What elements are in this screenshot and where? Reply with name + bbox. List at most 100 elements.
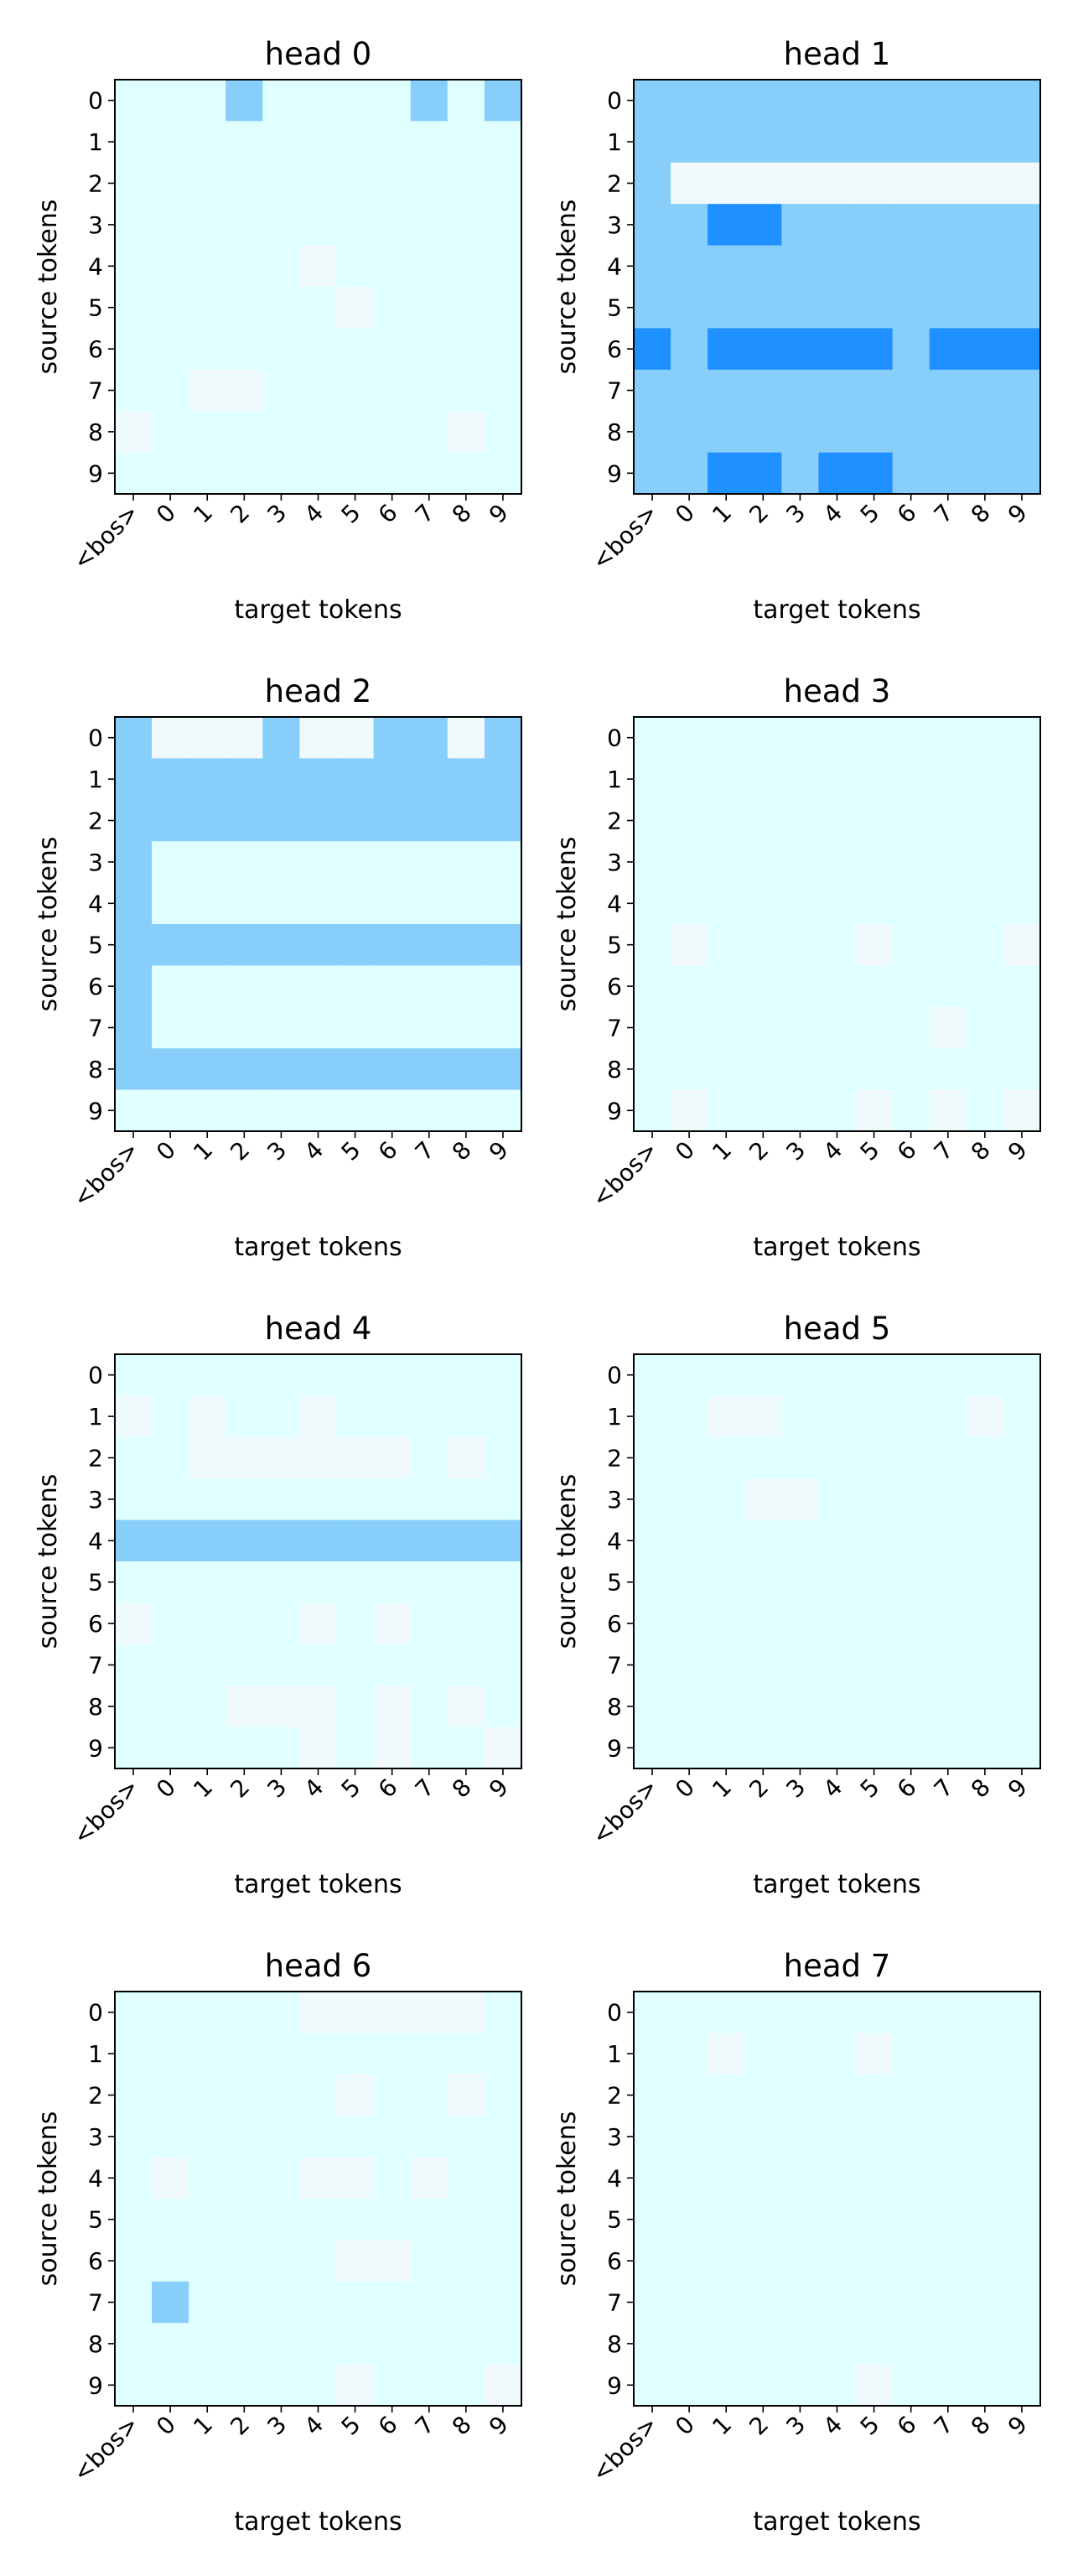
heatmap-cell — [299, 1478, 338, 1521]
heatmap-cell — [781, 2323, 820, 2366]
heatmap-cell — [484, 1644, 522, 1686]
heatmap-cell — [447, 2116, 485, 2158]
heatmap-cell — [447, 1395, 485, 1438]
heatmap-cell — [634, 1436, 671, 1479]
heatmap-cell — [671, 1561, 708, 1603]
heatmap-cell — [447, 452, 485, 495]
heatmap-cell — [225, 1727, 263, 1769]
heatmap-cell — [336, 328, 375, 371]
heatmap-cell — [299, 2323, 338, 2366]
heatmap-cell — [781, 1519, 820, 1562]
heatmap-cell — [336, 411, 375, 454]
heatmap-cell — [115, 2281, 153, 2324]
heatmap-cell — [189, 1354, 226, 1396]
heatmap-cell — [447, 1048, 485, 1091]
x-axis-label: target tokens — [234, 1233, 402, 1262]
y-tick-label: 5 — [607, 2206, 622, 2234]
heatmap-cell — [373, 204, 412, 247]
heatmap-cell — [262, 2364, 301, 2407]
heatmap-cell — [373, 1395, 412, 1438]
heatmap-cell — [189, 1048, 226, 1091]
heatmap-cell — [966, 2323, 1004, 2366]
heatmap-cell — [484, 882, 522, 925]
heatmap-cell — [671, 965, 708, 1008]
heatmap-cell — [781, 369, 820, 412]
heatmap-cell — [447, 80, 485, 122]
heatmap-cell — [225, 1685, 263, 1728]
heatmap-cell — [855, 1436, 894, 1479]
heatmap-cell — [1003, 1436, 1041, 1479]
heatmap-cell — [484, 1436, 522, 1479]
heatmap-cell — [818, 1089, 857, 1132]
y-tick-label: 6 — [88, 335, 103, 363]
heatmap-cell — [115, 245, 153, 288]
heatmap-cell — [115, 2364, 153, 2407]
heatmap-cell — [410, 2157, 448, 2199]
heatmap-cell — [115, 2116, 153, 2158]
heatmap-cell — [855, 1685, 894, 1728]
heatmap-cell — [373, 369, 412, 412]
heatmap-cell — [781, 2033, 820, 2075]
heatmap-cell — [115, 287, 153, 329]
heatmap-cell — [299, 1006, 338, 1049]
heatmap-cell — [299, 452, 338, 495]
heatmap-cell — [781, 965, 820, 1008]
heatmap-cell — [336, 2199, 375, 2241]
heatmap-cell — [484, 1478, 522, 1521]
heatmap-cell — [966, 1048, 1004, 1091]
heatmap-cell — [336, 1685, 375, 1728]
heatmap-cell — [671, 799, 708, 842]
heatmap-cell — [225, 1089, 263, 1132]
heatmap-cell — [410, 1436, 448, 1479]
heatmap-cell — [299, 2364, 338, 2407]
y-tick-label: 2 — [607, 1445, 622, 1472]
heatmap-cell — [225, 204, 263, 247]
heatmap-cell — [1003, 2199, 1041, 2241]
heatmap-cell — [447, 1644, 485, 1686]
heatmap-cell — [262, 2074, 301, 2116]
y-tick-label: 1 — [607, 2040, 622, 2068]
heatmap-cell — [634, 1089, 671, 1132]
heatmap-cell — [225, 2157, 263, 2199]
y-tick-label: 5 — [88, 2206, 103, 2234]
heatmap-cell — [671, 2364, 708, 2407]
heatmap-cell — [373, 121, 412, 164]
heatmap-cell — [336, 2323, 375, 2366]
heatmap-cell — [744, 1685, 782, 1728]
heatmap-cell — [781, 1436, 820, 1479]
heatmap-cell — [484, 1519, 522, 1562]
y-tick-label: 3 — [88, 2123, 103, 2151]
heatmap-cell — [818, 2240, 857, 2283]
heatmap-cell — [929, 1354, 967, 1396]
heatmap-cell — [929, 1478, 967, 1521]
heatmap-cell — [336, 1048, 375, 1091]
heatmap-cell — [447, 1089, 485, 1132]
heatmap-cell — [781, 2074, 820, 2116]
heatmap-cell — [336, 80, 375, 122]
heatmap-cell — [634, 2364, 671, 2407]
heatmap-cell — [1003, 411, 1041, 454]
heatmap-cell — [744, 287, 782, 329]
heatmap-cell — [336, 1519, 375, 1562]
heatmap-cell — [781, 411, 820, 454]
heatmap-cell — [708, 2364, 745, 2407]
heatmap-cell — [189, 1644, 226, 1686]
heatmap-cell — [1003, 1602, 1041, 1645]
heatmap-cell — [262, 452, 301, 495]
heatmap-cell — [484, 204, 522, 247]
heatmap-cell — [744, 1006, 782, 1049]
heatmap-cell — [152, 841, 189, 884]
heatmap-cell — [744, 204, 782, 247]
heatmap-cell — [410, 1048, 448, 1091]
heatmap-cell — [447, 882, 485, 925]
heatmap-cell — [892, 924, 930, 966]
heatmap-cell — [484, 411, 522, 454]
y-tick-label: 1 — [88, 2040, 103, 2068]
heatmap-cell — [373, 1644, 412, 1686]
heatmap-cell — [634, 1395, 671, 1438]
heatmap-cell — [929, 162, 967, 205]
heatmap-cell — [484, 328, 522, 371]
heatmap-cell — [410, 2033, 448, 2075]
heatmap-cell — [1003, 2033, 1041, 2075]
heatmap-cell — [299, 121, 338, 164]
